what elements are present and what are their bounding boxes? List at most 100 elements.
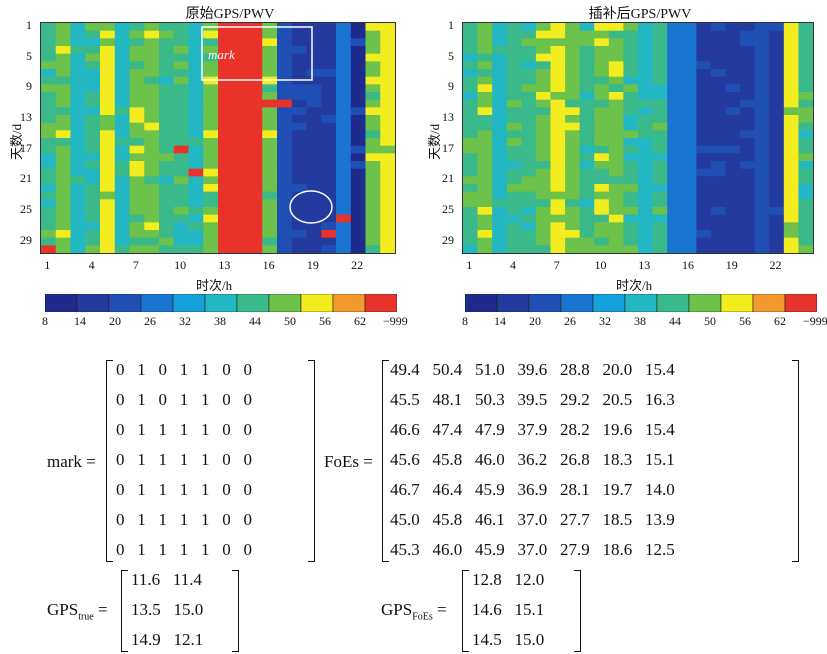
heatmap-cell <box>291 145 307 154</box>
heatmap-cell <box>350 191 366 200</box>
heatmap-cell <box>550 237 566 246</box>
heatmap-cell <box>306 76 322 85</box>
heatmap-cell <box>681 168 697 177</box>
heatmap-cell <box>623 53 639 62</box>
heatmap-cell <box>277 138 293 147</box>
gps-true-equals: = <box>97 600 108 619</box>
heatmap-cell <box>754 122 770 131</box>
heatmap-cell <box>350 115 366 124</box>
heatmap-cell <box>159 99 175 108</box>
heatmap-cell <box>652 84 668 93</box>
heatmap-cell <box>41 84 57 93</box>
heatmap-cell <box>492 122 508 131</box>
heatmap-cell <box>681 107 697 116</box>
heatmap-cell <box>203 230 219 239</box>
heatmap-cell <box>652 245 668 253</box>
heatmap-cell <box>321 99 337 108</box>
heatmap-cell <box>85 184 101 193</box>
heatmap-cell <box>247 199 263 208</box>
heatmap-cell <box>159 46 175 55</box>
heatmap-cell <box>129 245 145 253</box>
heatmap-cell <box>506 107 522 116</box>
heatmap-cell <box>565 245 581 253</box>
heatmap-cell <box>159 191 175 200</box>
heatmap-cell <box>100 61 116 70</box>
heatmap-cell <box>70 122 86 131</box>
heatmap-cell <box>129 184 145 193</box>
heatmap-cell <box>740 53 756 62</box>
heatmap-cell <box>129 161 145 170</box>
heatmap-cell <box>291 69 307 78</box>
gps-true-bracket-right <box>232 570 239 652</box>
heatmap-cell <box>535 107 551 116</box>
heatmap-cell <box>740 99 756 108</box>
heatmap-cell <box>521 92 537 101</box>
heatmap-cell <box>55 176 71 185</box>
heatmap-cell <box>380 176 395 185</box>
heatmap-cell <box>798 168 813 177</box>
heatmap-cell <box>667 230 683 239</box>
heatmap-cell <box>652 130 668 139</box>
heatmap-cell <box>638 214 654 223</box>
heatmap-cell <box>291 184 307 193</box>
heatmap-cell <box>477 92 493 101</box>
heatmap-cell <box>70 222 86 231</box>
heatmap-cell <box>579 84 595 93</box>
heatmap-cell <box>608 53 624 62</box>
heatmap-cell <box>41 107 57 116</box>
heatmap-cell <box>798 99 813 108</box>
heatmap-cell <box>144 61 160 70</box>
heatmap-cell <box>623 199 639 208</box>
heatmap-cell <box>232 245 248 253</box>
gps-foes-row: 14.6 15.1 <box>472 600 545 619</box>
heatmap-cell <box>783 99 799 108</box>
x-tick-label: 1 <box>44 258 51 272</box>
heatmap-cell <box>114 153 130 162</box>
heatmap-cell <box>321 130 337 139</box>
heatmap-cell <box>247 38 263 47</box>
heatmap-cell <box>100 107 116 116</box>
heatmap-cell <box>291 130 307 139</box>
gps-true-row: 11.6 11.4 <box>131 570 202 589</box>
heatmap-cell <box>725 176 741 185</box>
heatmap-cell <box>769 107 785 116</box>
heatmap-cell <box>477 207 493 216</box>
heatmap-cell <box>144 122 160 131</box>
heatmap-cell <box>247 245 263 253</box>
heatmap-cell <box>321 92 337 101</box>
heatmap-cell <box>769 115 785 124</box>
heatmap-cell <box>579 230 595 239</box>
heatmap-cell <box>740 184 756 193</box>
heatmap-cell <box>535 161 551 170</box>
heatmap-cell <box>321 153 337 162</box>
heatmap-cell <box>667 138 683 147</box>
heatmap-cell <box>365 122 381 131</box>
heatmap-cell <box>492 230 508 239</box>
heatmap-cell <box>218 222 234 231</box>
heatmap-cell <box>114 130 130 139</box>
heatmap-cell <box>623 38 639 47</box>
heatmap-cell <box>594 84 610 93</box>
heatmap-cell <box>70 76 86 85</box>
heatmap-cell <box>380 245 395 253</box>
heatmap-cell <box>173 30 189 39</box>
x-tick-label: 1 <box>466 258 473 272</box>
heatmap-cell <box>129 168 145 177</box>
heatmap-cell <box>681 69 697 78</box>
heatmap-cell <box>681 76 697 85</box>
heatmap-cell <box>696 99 712 108</box>
heatmap-cell <box>365 145 381 154</box>
heatmap-cell <box>262 76 278 85</box>
colorbar-swatch <box>332 294 366 312</box>
heatmap-cell <box>100 145 116 154</box>
heatmap-cell <box>623 222 639 231</box>
heatmap-cell <box>203 245 219 253</box>
heatmap-cell <box>579 145 595 154</box>
heatmap-cell <box>55 145 71 154</box>
heatmap-cell <box>638 145 654 154</box>
heatmap-cell <box>114 69 130 78</box>
foes-bracket-right <box>792 360 799 562</box>
heatmap-cell <box>710 38 726 47</box>
heatmap-cell <box>608 130 624 139</box>
heatmap-cell <box>667 99 683 108</box>
